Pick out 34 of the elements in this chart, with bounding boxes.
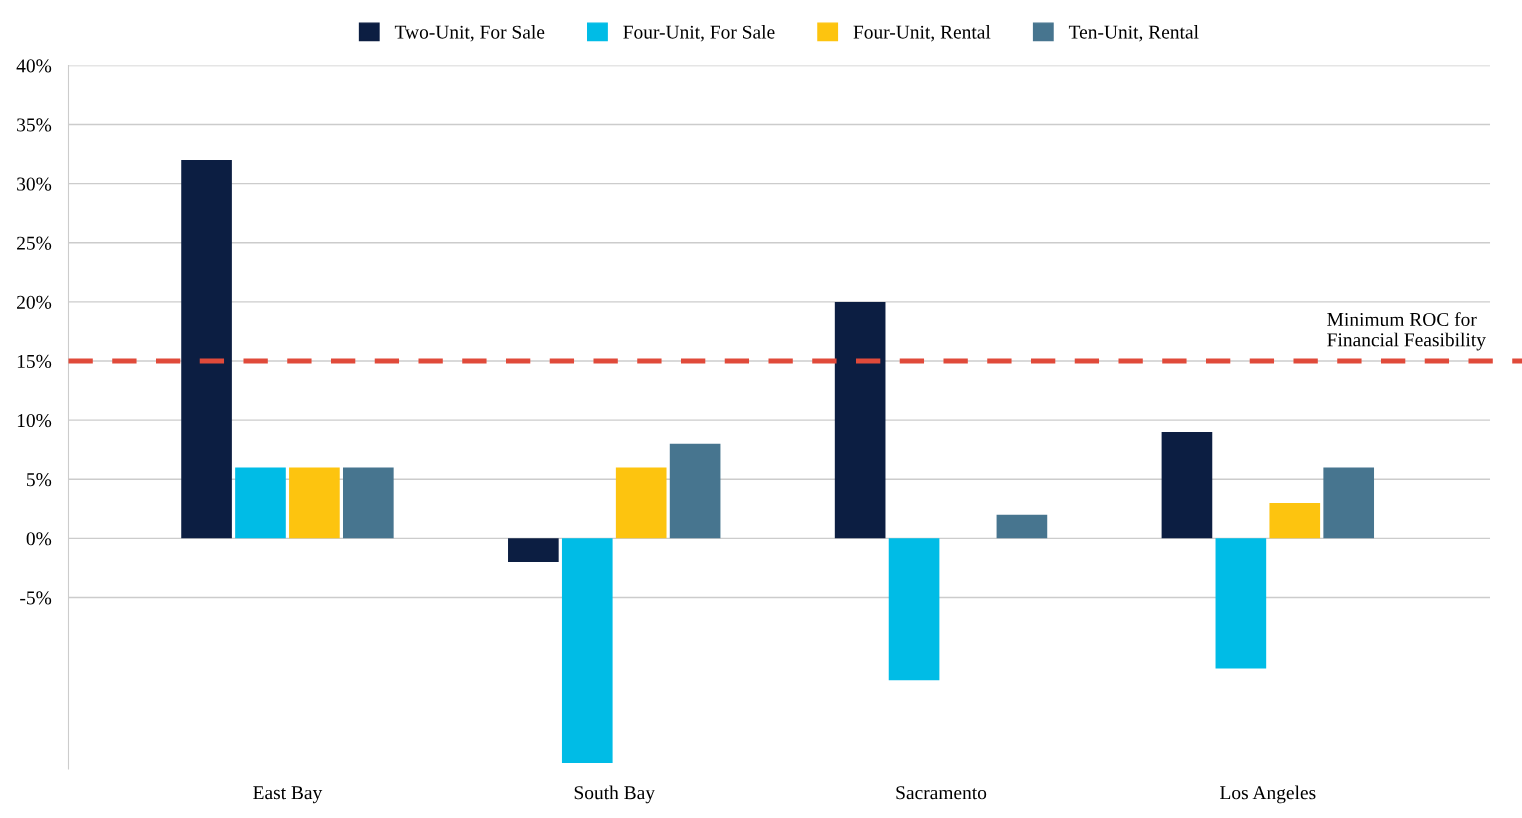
legend-label: Four-Unit, For Sale bbox=[623, 25, 775, 42]
bar bbox=[1323, 467, 1375, 539]
bar bbox=[1269, 502, 1321, 539]
legend-label: Two-Unit, For Sale bbox=[394, 25, 545, 42]
bar bbox=[1161, 431, 1213, 539]
y-tick-label: 35% bbox=[17, 118, 52, 132]
y-tick-label: 15% bbox=[17, 354, 52, 369]
y-tick-label: 5% bbox=[27, 473, 52, 487]
x-tick-label: Los Angeles bbox=[1220, 785, 1316, 804]
y-tick-label: 10% bbox=[17, 413, 52, 428]
x-tick-label: East Bay bbox=[253, 786, 323, 804]
legend-label: Four-Unit, Rental bbox=[853, 25, 991, 42]
y-tick-label: 0% bbox=[26, 532, 52, 546]
x-tick-label: South Bay bbox=[574, 785, 655, 804]
bar bbox=[996, 514, 1048, 539]
y-tick-label: 20% bbox=[17, 295, 52, 309]
y-tick-label: 40% bbox=[16, 59, 52, 73]
y-tick-label: 25% bbox=[17, 236, 52, 250]
y-tick-label: 30% bbox=[17, 177, 52, 191]
bar bbox=[615, 467, 667, 539]
bar bbox=[508, 538, 559, 563]
bar bbox=[888, 538, 940, 681]
x-tick-label: Sacramento bbox=[896, 786, 987, 800]
bar bbox=[561, 538, 613, 764]
bar bbox=[181, 160, 232, 539]
bar bbox=[669, 443, 721, 539]
bar bbox=[289, 467, 340, 539]
bar bbox=[235, 467, 286, 539]
bar bbox=[1215, 538, 1267, 669]
y-tick-label: -5% bbox=[20, 591, 52, 605]
bar bbox=[343, 467, 394, 539]
legend-label: Ten-Unit, Rental bbox=[1068, 25, 1199, 42]
bar bbox=[834, 301, 886, 539]
ref-line-label: Minimum ROC for Financial Feasibility bbox=[1327, 312, 1486, 351]
